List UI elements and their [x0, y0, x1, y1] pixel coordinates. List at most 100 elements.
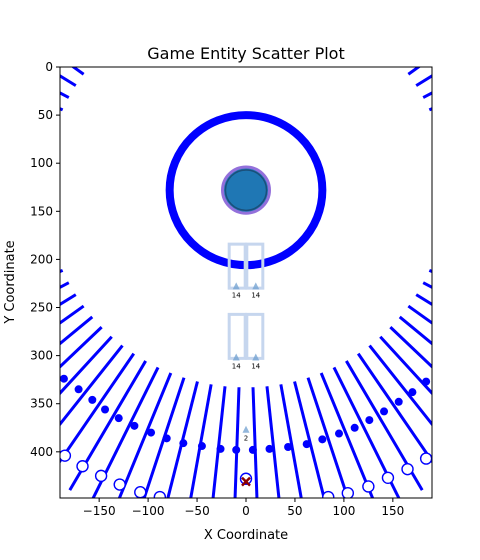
radial-line	[407, 67, 422, 76]
filled-dot	[147, 428, 156, 437]
radial-line	[29, 0, 122, 35]
x-axis-label: X Coordinate	[204, 528, 288, 543]
arrow-marker-label: 14	[251, 291, 260, 299]
radial-line	[358, 0, 443, 27]
arrow-marker	[252, 353, 260, 361]
radial-line	[439, 95, 480, 136]
y-tick-label: 200	[30, 252, 53, 266]
filled-dot	[408, 388, 417, 397]
filled-dot	[216, 444, 225, 453]
radial-line	[251, 387, 259, 498]
y-tick-label: 300	[30, 349, 53, 363]
filled-dot	[101, 405, 110, 414]
y-tick-label: 150	[30, 204, 53, 218]
radial-line	[114, 0, 171, 7]
radial-line	[321, 0, 378, 7]
radial-line	[439, 245, 480, 286]
filled-dot	[179, 439, 188, 448]
open-dot	[419, 452, 432, 465]
radial-line	[60, 91, 70, 99]
filled-dot	[114, 414, 123, 423]
radial-line	[446, 204, 480, 214]
central-marker-rim	[224, 169, 268, 212]
filled-dot	[197, 442, 206, 451]
arrow-marker	[232, 282, 240, 290]
filled-dot	[265, 444, 274, 453]
radial-line	[60, 74, 77, 87]
radial-line	[265, 386, 281, 498]
radial-line	[70, 0, 146, 19]
filled-dot	[365, 416, 374, 425]
open-dot	[322, 490, 335, 498]
filled-dot	[350, 423, 359, 432]
radial-line	[442, 118, 480, 149]
filled-dot	[232, 445, 241, 454]
radial-line	[398, 315, 432, 346]
radial-line	[346, 0, 422, 19]
radial-line	[415, 74, 432, 87]
arrow-marker-label: 14	[232, 291, 241, 299]
filled-dot	[380, 407, 389, 416]
radial-line	[407, 304, 432, 325]
open-dot	[113, 478, 126, 491]
arrow-marker-label: 2	[244, 435, 248, 443]
radial-line	[60, 304, 85, 325]
y-axis-label: Y Coordinate	[3, 240, 18, 324]
radial-line	[428, 107, 432, 112]
radial-line	[0, 0, 102, 53]
radial-line	[334, 0, 401, 13]
x-tick-label: 100	[332, 504, 355, 518]
open-dot	[381, 471, 395, 484]
radial-line	[60, 335, 113, 396]
radial-line	[293, 381, 326, 498]
radial-line	[368, 344, 432, 427]
radial-line	[60, 326, 103, 369]
radial-line	[308, 0, 355, 3]
radial-line	[379, 335, 432, 396]
y-tick-label: 0	[45, 60, 53, 74]
radial-line	[0, 0, 92, 63]
filled-dot	[302, 440, 311, 449]
radial-line	[211, 386, 227, 498]
open-dot	[401, 462, 414, 476]
radial-line	[445, 142, 480, 163]
radial-line	[189, 384, 213, 498]
open-dot	[239, 472, 253, 485]
y-tick-label: 350	[30, 397, 53, 411]
filled-dot	[335, 429, 343, 438]
open-dot	[76, 460, 89, 473]
radial-line	[389, 326, 432, 369]
ghost-icon	[227, 312, 247, 360]
x-tick-label: 50	[287, 504, 302, 518]
y-tick-label: 400	[30, 445, 53, 459]
arrow-marker-label: 14	[232, 363, 241, 371]
filled-dot	[130, 421, 139, 430]
radial-line	[0, 218, 47, 239]
radial-line	[166, 381, 199, 498]
radial-line	[445, 218, 480, 239]
radial-line	[60, 344, 124, 427]
chart-title: Game Entity Scatter Plot	[147, 44, 344, 63]
plot-area: 14 14 14 14 2	[0, 0, 480, 498]
filled-dot	[60, 374, 68, 383]
filled-dot	[318, 435, 327, 444]
filled-dot	[394, 397, 403, 406]
filled-dot	[248, 445, 257, 454]
radial-line	[400, 0, 480, 63]
radial-line	[10, 0, 112, 44]
filled-dot	[74, 385, 83, 394]
y-tick-label: 50	[38, 108, 53, 122]
radial-line	[390, 0, 480, 53]
x-tick-label: 150	[381, 504, 404, 518]
dots-group	[60, 374, 432, 498]
arrow-marker	[252, 282, 260, 290]
arrow-marker-label: 14	[251, 363, 260, 371]
open-dot	[341, 486, 355, 498]
radial-line	[370, 0, 463, 35]
radial-line	[279, 384, 303, 498]
x-axis: −150 −100 −50 0 50 100 150	[83, 498, 404, 518]
x-tick-label: 0	[242, 504, 250, 518]
ghost-icon	[245, 312, 265, 360]
radial-line	[428, 268, 432, 274]
